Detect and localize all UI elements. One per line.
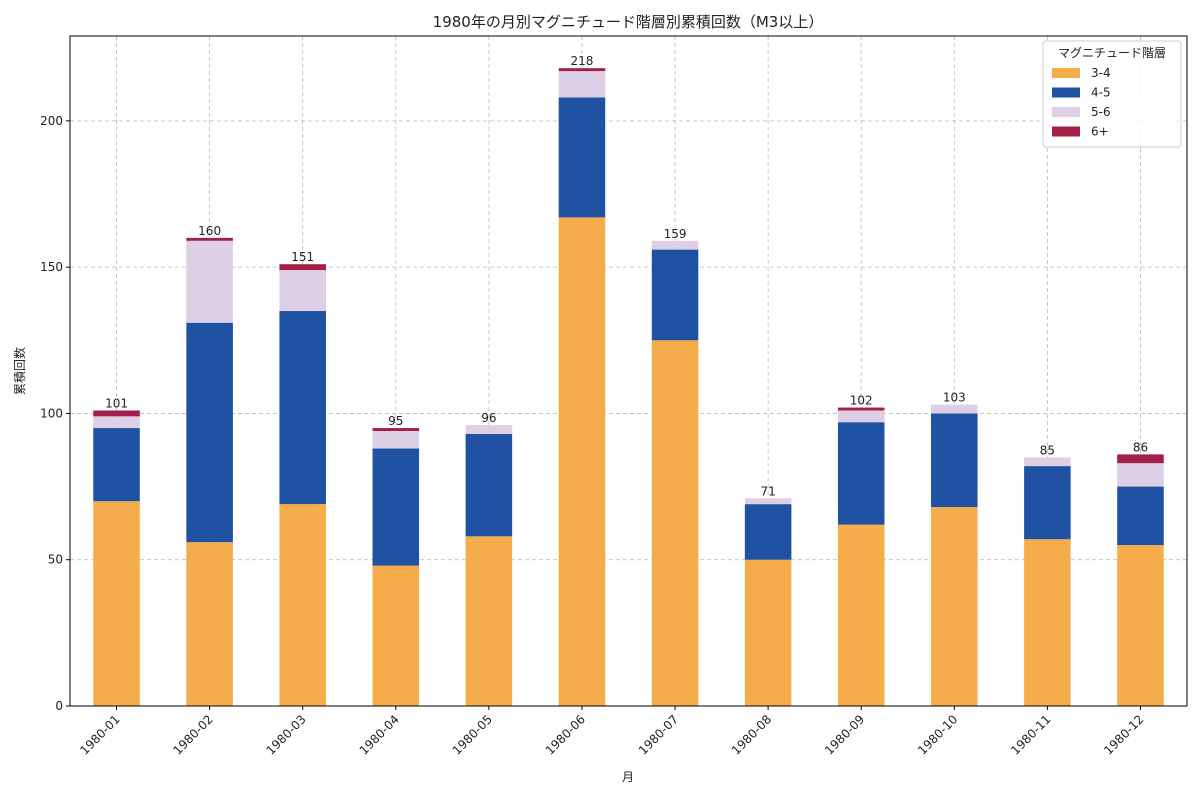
x-tick-label: 1980-06 [543,712,588,757]
bar-segment-6+ [186,237,233,241]
legend-swatch-4-5 [1052,87,1080,98]
legend-label-5-6: 5-6 [1091,105,1111,119]
bar-segment-3-4 [651,340,699,706]
bar-segment-4-5 [279,311,326,505]
bar-segment-4-5 [558,97,606,218]
legend-swatch-3-4 [1052,68,1080,78]
x-axis-label: 月 [622,770,634,784]
bar-total-label: 103 [943,391,966,405]
x-tick-label: 1980-05 [450,712,495,757]
x-tick-label: 1980-07 [636,712,681,757]
bar-segment-4-5 [465,433,513,537]
x-tick-label: 1980-03 [263,712,308,757]
bar-total-label: 85 [1040,443,1055,457]
y-tick-label: 100 [40,406,63,420]
x-tick-label: 1980-11 [1008,712,1053,757]
bar-total-label: 151 [291,250,314,264]
legend-swatch-6+ [1052,126,1080,137]
x-tick-label: 1980-04 [357,712,402,757]
bar-total-label: 96 [481,411,496,425]
bar-segment-5-6 [744,498,792,505]
y-tick-label: 200 [40,114,63,128]
bar-segment-3-4 [186,542,233,706]
bar-segment-6+ [1117,454,1164,464]
bar-segment-3-4 [372,565,420,706]
bar-total-label: 218 [571,54,594,68]
x-tick-label: 1980-01 [77,712,122,757]
total-labels: 101 160 151 95 96 218 159 71 102 103 85 86 [105,54,1148,498]
bar-total-label: 159 [664,227,687,241]
bar-segment-4-5 [186,322,233,543]
y-tick-label: 50 [48,553,63,567]
bar-segment-4-5 [93,428,140,502]
bar-segment-5-6 [1117,463,1164,487]
bar-segment-6+ [372,428,420,431]
bar-segment-4-5 [651,249,699,341]
legend-box [1042,40,1182,148]
gridlines [70,36,1187,707]
bar-total-label: 102 [850,394,873,408]
legend-label-6+: 6+ [1091,125,1109,139]
bar-segment-4-5 [744,504,792,560]
bar-segment-5-6 [372,430,420,449]
bar-segment-4-5 [1024,466,1071,540]
legend-label-3-4: 3-4 [1091,66,1111,80]
bar-segment-3-4 [279,504,326,706]
bar-segment-3-4 [93,501,140,706]
legend: マグニチュード階層 3-4 4-5 5-6 6+ [1042,40,1182,148]
bar-total-label: 71 [760,484,775,498]
bar-segment-3-4 [465,536,513,706]
bar-segment-3-4 [558,217,606,706]
bar-total-label: 95 [388,414,403,428]
bar-segment-5-6 [837,410,885,423]
bar-segment-5-6 [93,416,140,429]
bar-segment-3-4 [1024,539,1071,706]
bar-segment-6+ [279,264,326,271]
bar-segment-4-5 [1117,486,1164,546]
bar-segment-3-4 [837,524,885,706]
x-tick-label: 1980-08 [729,712,774,757]
bars [93,68,1164,706]
bar-segment-6+ [558,68,606,72]
y-axis-label: 累積回数 [12,347,27,395]
x-tick-label: 1980-09 [822,712,867,757]
plot-frame [69,35,1188,707]
bar-total-label: 101 [105,396,128,410]
y-tick-label: 0 [55,699,63,713]
bar-segment-5-6 [186,240,233,323]
legend-swatch-5-6 [1052,107,1080,117]
legend-label-4-5: 4-5 [1091,86,1111,100]
x-tick-label: 1980-10 [915,712,960,757]
bar-segment-4-5 [372,448,420,566]
bar-total-label: 86 [1133,440,1148,454]
bar-segment-6+ [837,407,885,411]
x-tick-label: 1980-02 [170,712,215,757]
bar-segment-5-6 [558,71,606,98]
bar-segment-5-6 [1024,457,1071,467]
y-tick-label: 150 [40,260,63,274]
bar-segment-3-4 [744,559,792,706]
chart-title: 1980年の月別マグニチュード階層別累積回数（M3以上） [433,13,824,31]
legend-title: マグニチュード階層 [1058,45,1166,60]
bar-segment-5-6 [465,425,513,434]
x-tick-label: 1980-12 [1101,712,1146,757]
bar-segment-3-4 [931,507,978,706]
bar-segment-4-5 [837,422,885,525]
bar-segment-4-5 [931,413,978,508]
bar-total-label: 160 [198,224,221,238]
bar-segment-3-4 [1117,545,1164,706]
bar-segment-6+ [93,410,140,417]
bar-segment-5-6 [651,240,699,250]
bar-segment-5-6 [279,270,326,312]
bar-segment-5-6 [931,404,978,414]
